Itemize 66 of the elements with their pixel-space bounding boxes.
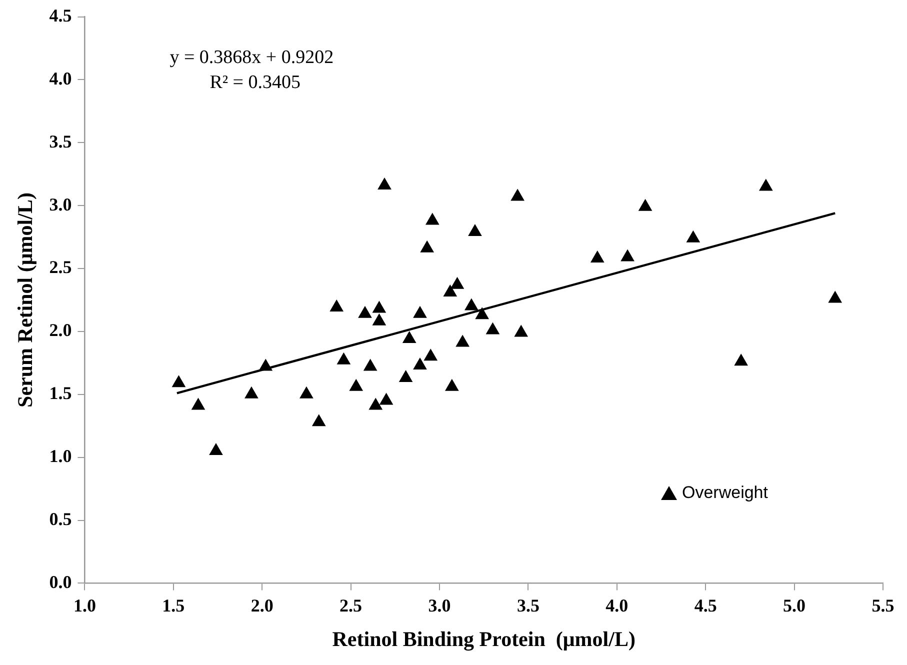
point [468,224,482,236]
x-tick-label: 2.5 [340,596,362,616]
annotation: R² = 0.3405 [210,72,301,94]
point [426,213,439,225]
point [402,332,416,344]
y-tick-label: 2.0 [49,320,72,340]
x-tick-label: 3.5 [516,596,540,616]
point [330,300,344,312]
point [413,358,427,370]
point [450,277,464,289]
point [445,379,458,391]
point [620,250,634,262]
y-tick-label: 2.5 [49,257,72,278]
x-tick-label: 5.0 [783,596,806,616]
point [369,398,382,410]
point [420,240,434,252]
y-tick-label: 1.5 [49,383,72,404]
point [172,376,186,388]
point [312,414,326,426]
point [424,349,438,361]
point [590,250,604,262]
point [734,354,748,366]
point [259,359,272,371]
x-tick-label: 1.0 [73,596,96,616]
point [486,322,500,334]
point [244,386,258,398]
point [350,379,363,391]
y-tick-label: 0.0 [49,572,72,592]
point [372,314,386,326]
point [337,352,350,364]
point [300,386,314,398]
y-tick-label: 4.0 [49,68,72,88]
point [828,291,842,303]
annotation: y = 0.3868x + 0.9202 [170,46,334,69]
point [456,335,470,347]
point [209,444,223,456]
y-tick-label: 0.5 [49,508,72,529]
point [378,178,392,190]
point [444,284,457,296]
point [759,179,772,191]
x-tick-label: 1.5 [162,596,185,616]
point [364,359,377,371]
x-tick-label: 5.5 [872,596,894,616]
y-tick-label: 3.0 [49,194,72,214]
point [686,230,700,242]
point [380,393,393,405]
x-tick-label: 4.5 [694,596,717,616]
x-tick-label: 2.0 [250,596,274,616]
x-axis-title: Retinol Binding Protein (μmol/L) [332,626,636,651]
y-axis-title: Serum Retinol (μmol/L) [13,192,38,408]
point [192,398,205,410]
x-tick-label: 4.0 [606,596,628,616]
legend-label: Overweight [682,483,768,504]
y-tick-label: 1.0 [49,446,72,466]
point [399,370,412,382]
point [413,306,427,318]
point [476,308,489,320]
point [638,199,652,211]
point [510,189,524,201]
point [514,325,528,337]
y-tick-label: 3.5 [49,131,72,152]
y-tick-label: 4.5 [49,5,72,26]
point [464,298,478,310]
point [372,301,386,313]
x-tick-label: 3.0 [428,596,451,616]
point [358,306,372,318]
